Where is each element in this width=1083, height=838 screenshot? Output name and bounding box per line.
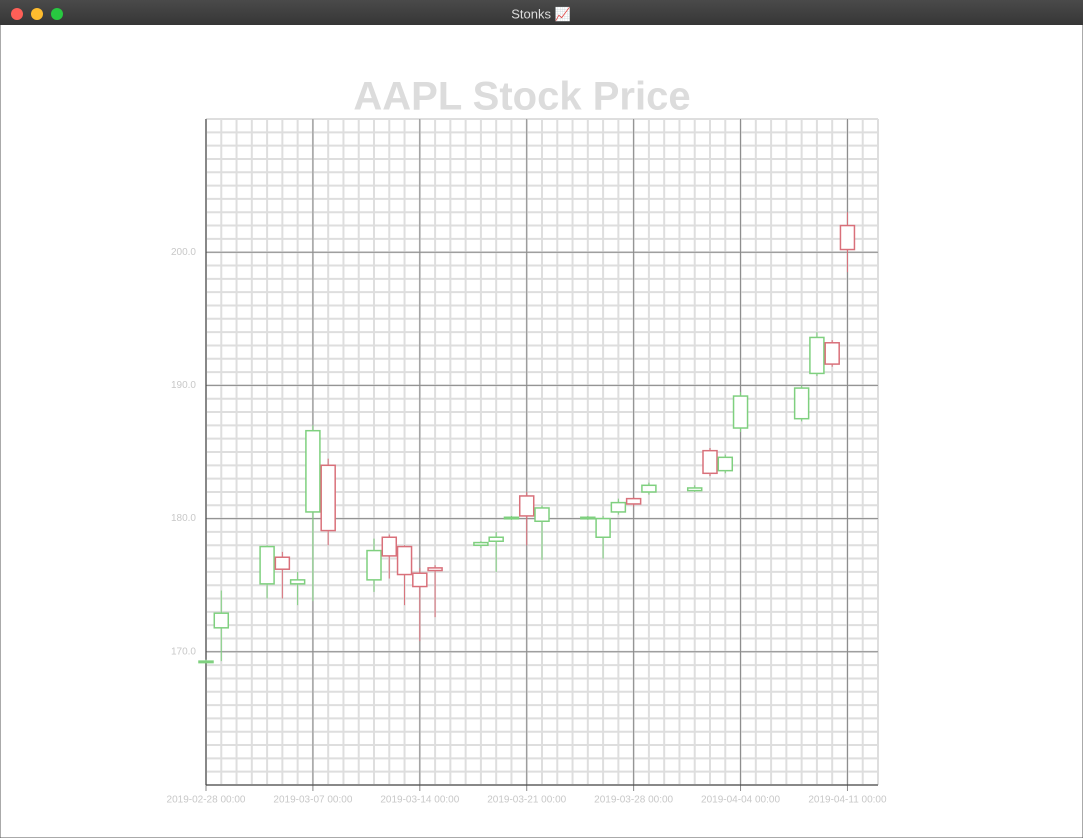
x-tick-label: 2019-02-28 00:00 bbox=[167, 795, 246, 806]
x-tick-label: 2019-03-28 00:00 bbox=[594, 795, 673, 806]
zoom-button[interactable] bbox=[51, 8, 63, 20]
candle-body bbox=[488, 536, 504, 542]
candle-body bbox=[809, 336, 825, 375]
x-tick-label: 2019-04-11 00:00 bbox=[808, 795, 887, 806]
x-tick-label: 2019-03-07 00:00 bbox=[273, 795, 352, 806]
candle-body bbox=[381, 536, 398, 557]
y-tick-label: 190.0 bbox=[171, 380, 196, 391]
close-button[interactable] bbox=[11, 8, 23, 20]
x-tick-label: 2019-04-04 00:00 bbox=[701, 795, 780, 806]
candle-body bbox=[503, 516, 520, 520]
candle-body bbox=[839, 224, 856, 251]
candle-body bbox=[412, 572, 428, 588]
candle-body bbox=[702, 449, 718, 475]
chart-title: AAPL Stock Price bbox=[353, 75, 690, 119]
candle-body bbox=[213, 612, 230, 629]
y-tick-label: 170.0 bbox=[171, 646, 196, 657]
candle-body bbox=[641, 484, 657, 493]
x-tick-label: 2019-03-21 00:00 bbox=[487, 795, 566, 806]
candle-body bbox=[473, 541, 489, 546]
candle-body bbox=[595, 517, 611, 538]
minimize-button[interactable] bbox=[31, 8, 43, 20]
plot: 170.0 180.0 190.0 200.0 2019-02-28 00:00 2019… bbox=[167, 118, 887, 806]
candle-body bbox=[366, 549, 382, 581]
candle-body bbox=[580, 516, 596, 520]
candle-body bbox=[793, 387, 810, 420]
candle-body bbox=[274, 556, 291, 570]
candle-body bbox=[289, 579, 306, 585]
candle-body bbox=[320, 464, 336, 532]
candle-body bbox=[427, 567, 443, 572]
candle-body bbox=[198, 660, 214, 664]
candle-body bbox=[305, 429, 321, 513]
x-tick-label: 2019-03-14 00:00 bbox=[380, 795, 459, 806]
candle-body bbox=[534, 507, 550, 523]
candle-body bbox=[717, 456, 734, 472]
candle-body bbox=[824, 342, 840, 365]
candle-body bbox=[732, 395, 749, 429]
candle-body bbox=[686, 487, 703, 492]
candle-body bbox=[259, 545, 275, 585]
y-tick-label: 200.0 bbox=[171, 247, 196, 258]
candle-body bbox=[625, 497, 642, 505]
candle-body bbox=[518, 495, 535, 517]
candle-body bbox=[396, 545, 413, 576]
window-title: Stonks 📈 bbox=[511, 6, 571, 21]
title-bar bbox=[0, 0, 1083, 25]
candle-body bbox=[610, 501, 627, 513]
y-tick-label: 180.0 bbox=[171, 513, 196, 524]
